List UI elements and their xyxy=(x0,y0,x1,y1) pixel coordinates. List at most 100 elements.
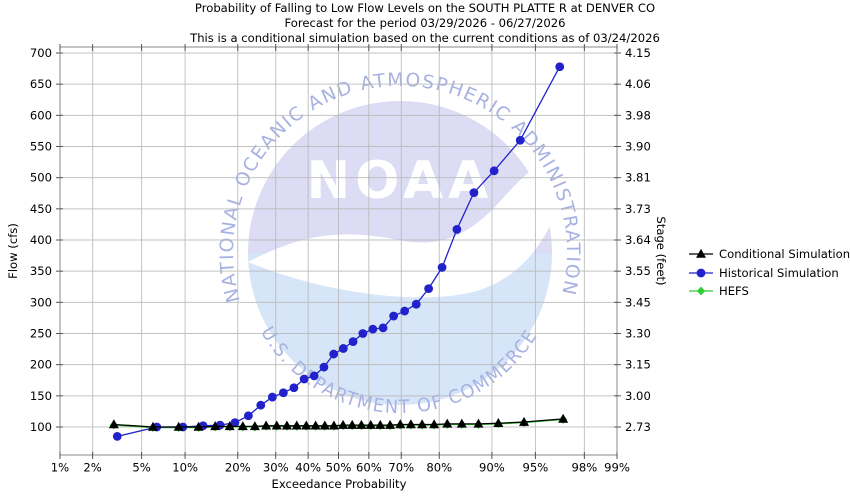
chart-title-block: Probability of Falling to Low Flow Level… xyxy=(0,1,850,45)
x-tick-label: 2% xyxy=(83,461,101,475)
watermark-dome xyxy=(248,101,552,253)
series-conditional-simulation-point xyxy=(310,420,321,430)
series-conditional-simulation-point xyxy=(375,419,386,429)
x-tick-label: 70% xyxy=(388,461,414,475)
x-tick-label: 30% xyxy=(263,461,289,475)
series-historical-simulation-point xyxy=(489,166,499,176)
series-conditional-simulation-point xyxy=(281,420,292,430)
series-historical-simulation-point xyxy=(267,392,277,402)
chart-title-line-3: This is a conditional simulation based o… xyxy=(190,30,660,45)
series-conditional-simulation-point xyxy=(249,421,260,431)
y-tick-label-flow: 300 xyxy=(30,295,52,309)
series-conditional-simulation-point xyxy=(558,413,569,423)
historical-simulation-marker-icon xyxy=(689,268,713,277)
series-conditional-simulation-point xyxy=(328,420,339,430)
gridlines xyxy=(59,47,618,455)
chart-title-line-2: Forecast for the period 03/29/2026 - 06/… xyxy=(284,15,566,30)
series-historical-simulation-point xyxy=(329,349,339,359)
series-historical-simulation-point xyxy=(243,411,253,421)
chart-title-line-1: Probability of Falling to Low Flow Level… xyxy=(194,1,656,15)
y-tick-label-stage: 3.00 xyxy=(625,389,651,403)
series-historical-simulation-point xyxy=(437,263,447,272)
series-conditional-simulation-point xyxy=(519,416,530,426)
legend-marker-glyph xyxy=(696,268,706,277)
y-tick-label-flow: 550 xyxy=(30,140,52,154)
x-tick-label: 99% xyxy=(604,461,630,475)
series-conditional-simulation-point xyxy=(261,420,272,430)
y-tick-label-stage: 3.55 xyxy=(625,264,651,278)
x-tick-label: 20% xyxy=(225,461,251,475)
series-conditional-simulation-point xyxy=(365,419,376,429)
y-tick-label-stage: 3.30 xyxy=(625,327,651,341)
x-tick-label: 80% xyxy=(426,461,452,475)
x-tick-label: 95% xyxy=(523,461,549,475)
y-tick-label-flow: 450 xyxy=(30,202,52,216)
legend-marker-glyph xyxy=(696,286,706,296)
y-tick-label-stage: 3.73 xyxy=(625,202,651,216)
legend-item-conditional-simulation: Conditional Simulation xyxy=(688,245,850,263)
series-conditional-simulation-point xyxy=(319,420,330,430)
series-conditional-simulation-point xyxy=(405,419,416,429)
y-tick-label-stage: 3.15 xyxy=(625,358,651,372)
series-historical-simulation-point xyxy=(348,337,358,347)
series-historical-simulation-point xyxy=(555,62,565,72)
tick-labels: 1% 2% 5% 10% 20% 30% 40% 50% 60% 70% 80% 90% 95% 98% 9… xyxy=(30,46,651,475)
series-historical-simulation-point xyxy=(309,371,319,381)
series-conditional-simulation-point xyxy=(473,418,484,428)
y-tick-label-flow: 400 xyxy=(30,233,52,247)
series-conditional-simulation-point xyxy=(347,419,358,429)
x-tick-label: 5% xyxy=(132,461,150,475)
watermark-seagull xyxy=(248,132,606,298)
y-tick-label-stage: 3.90 xyxy=(625,140,651,154)
y-tick-label-flow: 600 xyxy=(30,108,52,122)
series-historical-simulation-point xyxy=(319,362,329,372)
chart-legend: Conditional Simulation Historical Simula… xyxy=(688,245,850,300)
hefs-marker-icon xyxy=(689,286,713,296)
series-historical-simulation-point xyxy=(230,418,240,428)
series-conditional-simulation xyxy=(108,413,569,431)
legend-item-hefs: HEFS xyxy=(688,282,850,300)
series-conditional-simulation-point xyxy=(395,419,406,429)
series-historical-simulation-point xyxy=(299,374,309,384)
series-conditional-simulation-point xyxy=(429,419,440,429)
series-historical-simulation-point xyxy=(378,323,388,333)
series-conditional-simulation-point xyxy=(338,419,349,429)
series-conditional-simulation-point xyxy=(493,418,504,428)
y-tick-label-flow: 200 xyxy=(30,358,52,372)
series-historical-simulation-point xyxy=(424,284,434,294)
series-conditional-simulation-point xyxy=(173,421,184,431)
legend-label-historical-simulation: Historical Simulation xyxy=(719,265,839,280)
series-historical-simulation-point xyxy=(411,299,421,309)
series-conditional-simulation-point xyxy=(417,419,428,429)
x-tick-label: 98% xyxy=(571,461,597,475)
series-conditional-simulation-point xyxy=(108,419,119,429)
series-conditional-simulation-point xyxy=(385,419,396,429)
y-axis-label-flow: Flow (cfs) xyxy=(6,223,20,279)
series-historical-simulation-point xyxy=(389,311,399,321)
legend-label-conditional-simulation: Conditional Simulation xyxy=(719,247,850,262)
x-axis-label: Exceedance Probability xyxy=(271,477,407,491)
x-tick-label: 40% xyxy=(295,461,321,475)
y-tick-label-flow: 250 xyxy=(30,327,52,341)
legend-marker-glyph xyxy=(696,248,706,258)
y-tick-label-flow: 500 xyxy=(30,171,52,185)
y-tick-label-flow: 350 xyxy=(30,264,52,278)
series-conditional-simulation-point xyxy=(301,420,312,430)
series-conditional-simulation-point xyxy=(442,418,453,428)
series-historical-simulation-point xyxy=(469,188,479,198)
x-tick-label: 50% xyxy=(326,461,352,475)
series-conditional-simulation-point xyxy=(237,421,248,431)
y-tick-label-flow: 100 xyxy=(30,420,52,434)
series-historical-simulation-point xyxy=(289,383,299,393)
series-historical-simulation-point xyxy=(338,344,348,353)
y-tick-label-flow: 150 xyxy=(30,389,52,403)
y-tick-label-stage: 3.98 xyxy=(625,108,651,122)
series-conditional-simulation-point xyxy=(271,420,282,430)
x-tick-label: 1% xyxy=(51,461,69,475)
y-tick-label-stage: 3.64 xyxy=(625,233,651,247)
y-tick-label-stage: 4.06 xyxy=(625,77,651,91)
series-conditional-simulation-point xyxy=(224,421,235,431)
